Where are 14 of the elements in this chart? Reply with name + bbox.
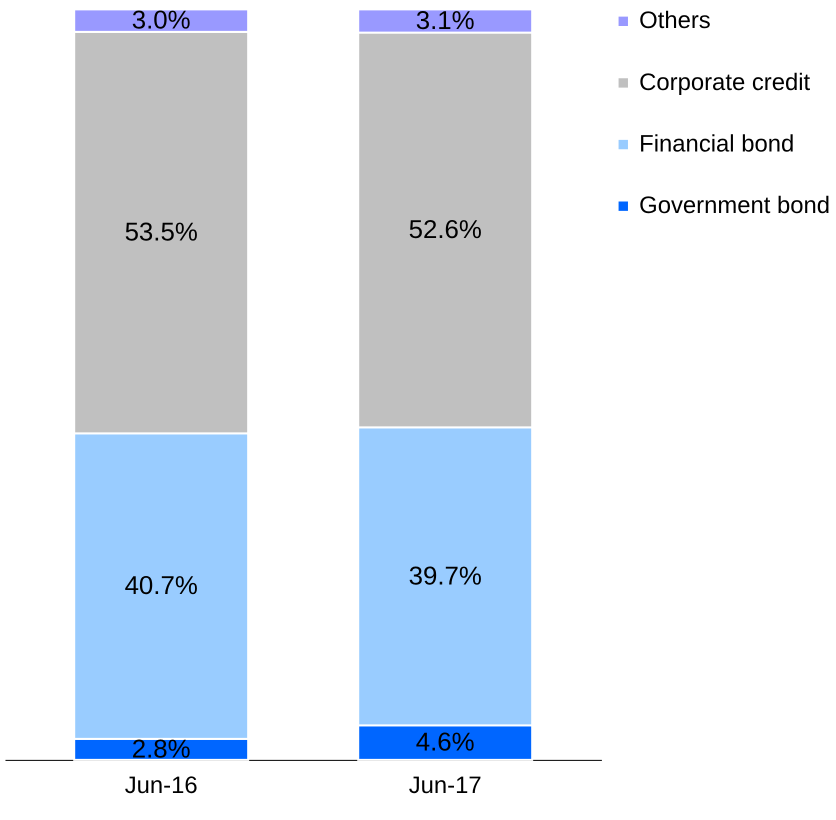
data-label: 52.6% [408, 216, 482, 244]
x-tick-label: Jun-16 [124, 772, 198, 800]
legend-label: Financial bond [639, 130, 794, 158]
data-label: 39.7% [408, 562, 482, 590]
data-label: 40.7% [124, 572, 198, 600]
data-label: 53.5% [124, 218, 198, 247]
data-label: 4.6% [416, 728, 475, 757]
legend-label: Government bond [639, 192, 830, 220]
data-label: 2.8% [132, 735, 191, 764]
data-label: 3.0% [132, 6, 191, 35]
legend-label: Corporate credit [639, 68, 811, 96]
x-tick-label: Jun-17 [408, 772, 482, 800]
legend-label: Others [639, 7, 711, 34]
data-label: 3.1% [416, 6, 475, 35]
